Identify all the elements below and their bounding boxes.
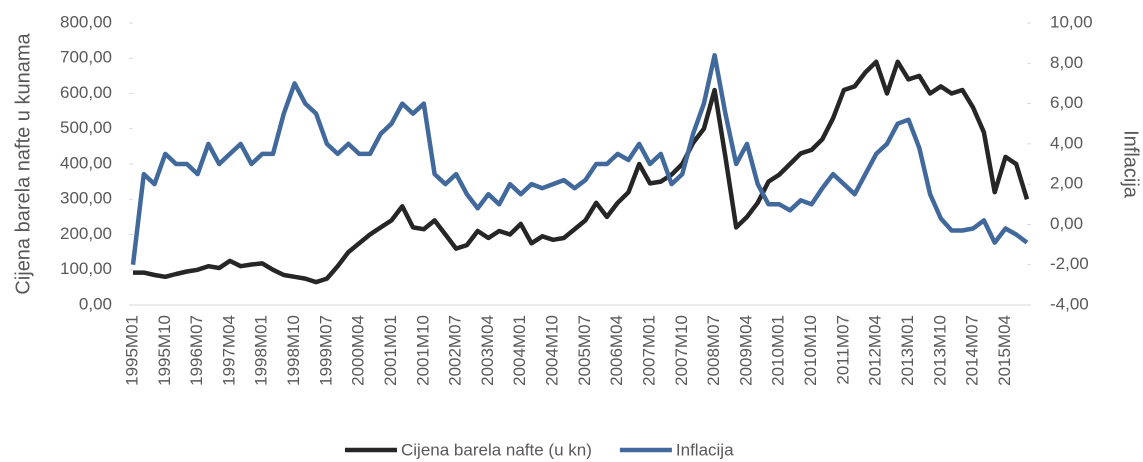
series-line: [130, 52, 1029, 265]
y-tick-label: 300,00: [60, 189, 112, 208]
y-tick-label: 700,00: [60, 48, 112, 67]
y2-tick-label: 10,00: [1050, 12, 1093, 31]
x-tick-label: 1998M10: [284, 315, 303, 386]
y2-tick-label: -2,00: [1050, 254, 1089, 273]
y-axis-label: Cijena barela nafte u kunama: [12, 32, 34, 294]
y2-tick-label: 4,00: [1050, 133, 1083, 152]
series-line: [133, 59, 1030, 285]
x-tick-label: 2008M07: [704, 315, 723, 386]
x-tick-label: 2004M10: [543, 315, 562, 386]
x-tick-label: 2011M07: [833, 315, 852, 385]
legend-label: Cijena barela nafte (u kn): [401, 440, 592, 459]
x-tick-label: 2000M04: [349, 315, 368, 386]
y-tick-label: 100,00: [60, 259, 112, 278]
x-tick-label: 1996M07: [187, 315, 206, 386]
x-tick-label: 2010M10: [801, 315, 820, 386]
x-tick-label: 2013M01: [898, 315, 917, 386]
y-tick-label: 400,00: [60, 153, 112, 172]
x-tick-label: 2014M07: [963, 315, 982, 386]
x-tick-label: 2010M01: [769, 315, 788, 386]
y2-tick-label: 2,00: [1050, 174, 1083, 193]
x-tick-label: 1999M07: [316, 315, 335, 386]
x-tick-label: 2003M04: [478, 315, 497, 386]
x-tick-label: 1995M01: [122, 315, 141, 386]
x-tick-label: 2007M01: [639, 315, 658, 386]
x-tick-label: 2012M04: [866, 315, 885, 386]
y-tick-label: 800,00: [60, 12, 112, 31]
x-tick-label: 1998M01: [252, 315, 271, 386]
y2-axis-label: Inflacija: [1120, 130, 1142, 199]
x-tick-label: 2001M10: [413, 315, 432, 386]
x-tick-label: 2004M01: [510, 315, 529, 386]
x-tick-label: 1997M04: [219, 315, 238, 386]
x-tick-label: 2013M10: [930, 315, 949, 386]
y2-tick-label: 6,00: [1050, 93, 1083, 112]
x-tick-label: 2015M04: [995, 315, 1014, 386]
y-tick-label: 0,00: [79, 294, 112, 313]
x-tick-label: 2002M07: [446, 315, 465, 386]
x-tick-label: 2007M10: [672, 315, 691, 386]
x-tick-label: 2005M07: [575, 315, 594, 386]
y2-tick-label: -4,00: [1050, 294, 1089, 313]
legend-label: Inflacija: [676, 440, 734, 459]
y2-tick-label: 8,00: [1050, 53, 1083, 72]
y-tick-label: 200,00: [60, 224, 112, 243]
y-tick-label: 500,00: [60, 118, 112, 137]
x-tick-label: 2006M04: [607, 315, 626, 386]
y-tick-label: 600,00: [60, 83, 112, 102]
x-tick-label: 2009M04: [736, 315, 755, 386]
y2-tick-label: 0,00: [1050, 214, 1083, 233]
x-tick-label: 2001M01: [381, 315, 400, 386]
x-tick-label: 1995M10: [155, 315, 174, 386]
